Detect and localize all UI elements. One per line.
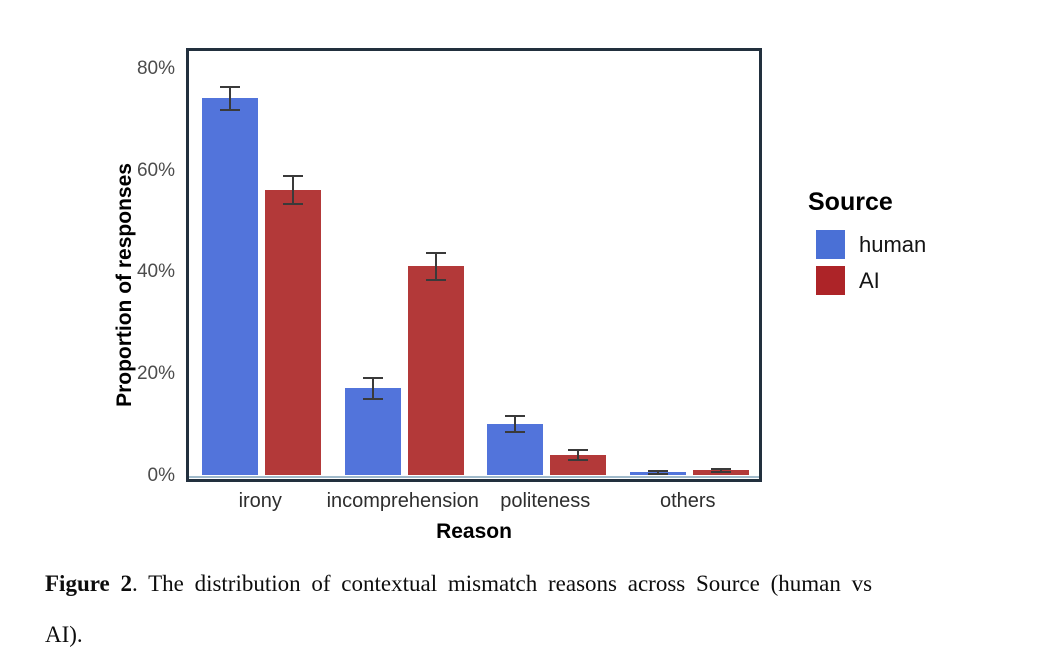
error-bar-cap-bottom-human-politeness [505, 431, 525, 434]
error-bar-cap-top-human-politeness [505, 414, 525, 417]
bar-human-incomprehension [344, 388, 401, 475]
error-bar-cap-top-human-irony [220, 85, 240, 88]
legend-label-AI: AI [859, 267, 880, 293]
legend-item-AI: AI [816, 266, 926, 295]
x-tick-label: politeness [500, 490, 591, 512]
error-bar-line-AI-incomprehension [434, 251, 437, 282]
y-axis-title: Proportion of responses [113, 163, 136, 407]
error-bar-cap-bottom-AI-others [710, 470, 731, 473]
x-tick-label: irony [238, 490, 282, 512]
y-tick-label: 80% [136, 57, 175, 79]
error-bar-cap-bottom-AI-irony [283, 202, 303, 205]
error-bar-line-AI-politeness [577, 448, 579, 461]
error-bar-cap-top-AI-politeness [568, 448, 588, 451]
error-bar-cap-bottom-human-irony [220, 109, 240, 112]
error-bar-cap-bottom-AI-incomprehension [425, 279, 446, 282]
y-tick-label: 40% [136, 261, 175, 283]
error-bar-line-AI-others [719, 467, 722, 473]
legend-item-human: human [816, 230, 926, 259]
legend: Source human AI [808, 188, 926, 302]
error-bar-cap-top-AI-irony [283, 175, 303, 178]
error-bar-cap-bottom-human-incomprehension [362, 397, 383, 400]
bar-human-irony [202, 98, 258, 475]
caption-line-1: Figure 2. The distribution of contextual… [45, 558, 1025, 609]
error-bar-cap-top-human-incomprehension [362, 377, 383, 380]
legend-swatch-human [816, 230, 845, 259]
error-bar-line-AI-irony [292, 175, 294, 205]
error-bar-cap-bottom-human-others [647, 472, 668, 475]
error-bar-line-human-others [656, 470, 659, 475]
legend-label-human: human [859, 231, 927, 257]
plot-panel: Proportion of responses Reason 0% 20% 40% 6… [113, 48, 762, 543]
legend-title: Source [808, 188, 893, 216]
caption-text: . The distribution of contextual mismatc… [131, 571, 873, 596]
caption-line-2: AI). [45, 622, 83, 647]
legend-swatch-AI [816, 266, 845, 295]
x-tick-label: others [659, 490, 716, 512]
error-bar-cap-bottom-AI-politeness [568, 458, 588, 461]
y-tick-label: 0% [147, 465, 175, 486]
error-bar-cap-top-AI-incomprehension [425, 251, 446, 254]
figure-caption: Figure 2. The distribution of contextual… [45, 558, 1025, 660]
bar-AI-irony [265, 189, 321, 475]
error-bar-cap-top-AI-others [710, 467, 731, 470]
error-bar-cap-top-human-others [647, 470, 668, 473]
legend-items: human AI [808, 230, 926, 295]
x-axis-title: Reason [436, 520, 512, 543]
y-tick-label: 60% [136, 159, 175, 181]
x-tick-label: incomprehension [326, 490, 479, 512]
error-bar-line-human-politeness [514, 414, 516, 434]
y-tick-label: 20% [136, 363, 175, 385]
bar-AI-politeness [550, 454, 606, 475]
error-bar-line-human-irony [229, 85, 231, 112]
error-bar-line-human-incomprehension [371, 377, 374, 400]
x-axis-line [189, 476, 759, 478]
caption-figure-label: Figure 2 [45, 571, 132, 596]
bar-AI-incomprehension [407, 266, 464, 475]
